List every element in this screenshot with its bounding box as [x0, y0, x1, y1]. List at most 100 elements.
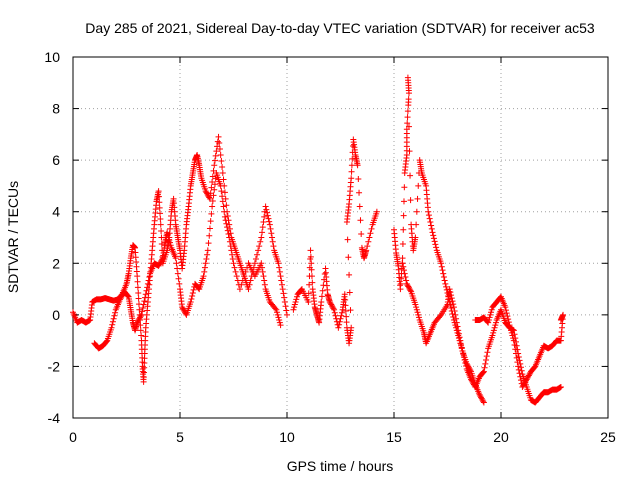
data-point-marker: [468, 377, 475, 384]
data-point-marker: [397, 280, 404, 287]
data-point-marker: [460, 350, 467, 357]
data-point-marker: [189, 292, 196, 299]
x-tick-label: 10: [279, 429, 295, 445]
data-point-marker: [124, 292, 131, 299]
data-point-marker: [282, 303, 289, 310]
data-point-marker: [415, 182, 422, 189]
data-point-marker: [460, 353, 467, 360]
data-point-marker: [480, 399, 487, 406]
data-point-marker: [318, 298, 325, 305]
data-point-marker: [438, 260, 445, 267]
data-point-marker: [221, 213, 228, 220]
data-point-marker: [405, 283, 412, 290]
data-point-marker: [281, 298, 288, 305]
data-point-marker: [398, 275, 405, 282]
data-point-marker: [278, 277, 285, 284]
data-point-marker: [400, 226, 407, 233]
x-axis-label: GPS time / hours: [287, 458, 394, 474]
data-point-marker: [343, 319, 350, 326]
data-point-marker: [257, 238, 264, 245]
data-point-marker: [455, 327, 462, 334]
data-point-marker: [356, 203, 363, 210]
data-point-marker: [222, 217, 229, 224]
data-point-marker: [228, 247, 235, 254]
data-point-marker: [229, 251, 236, 258]
data-point-marker: [224, 227, 231, 234]
data-point-marker: [203, 255, 210, 262]
data-point-marker: [356, 189, 363, 196]
data-point-marker: [452, 311, 459, 318]
data-point-marker: [401, 184, 408, 191]
data-point-marker: [412, 301, 419, 308]
data-point-marker: [308, 266, 315, 273]
data-point-marker: [442, 280, 449, 287]
data-point-marker: [222, 195, 229, 202]
data-point-marker: [406, 148, 413, 155]
data-point-marker: [453, 319, 460, 326]
data-point-marker: [265, 215, 272, 222]
data-point-marker: [251, 260, 258, 267]
data-point-marker: [134, 319, 141, 326]
data-point-marker: [336, 321, 343, 328]
data-point-marker: [208, 210, 215, 217]
data-point-marker: [522, 378, 529, 385]
data-point-marker: [221, 189, 228, 196]
data-point-marker: [502, 307, 509, 314]
data-point-marker: [261, 281, 268, 288]
data-point-marker: [357, 217, 364, 224]
data-point-marker: [266, 221, 273, 228]
y-tick-label: 10: [44, 49, 60, 65]
data-point-marker: [347, 307, 354, 314]
data-point-marker: [479, 396, 486, 403]
data-point-marker: [440, 270, 447, 277]
data-point-marker: [476, 391, 483, 398]
data-point-marker: [432, 241, 439, 248]
data-point-marker: [204, 251, 211, 258]
data-point-marker: [402, 274, 409, 281]
data-point-marker: [211, 157, 218, 164]
data-point-marker: [355, 176, 362, 183]
data-point-marker: [138, 311, 145, 318]
data-point-marker: [172, 255, 179, 262]
data-point-marker: [167, 239, 174, 246]
data-point-marker: [305, 290, 312, 297]
data-point-marker: [457, 337, 464, 344]
data-point-marker: [438, 263, 445, 270]
data-point-marker: [414, 309, 421, 316]
data-point-marker: [180, 306, 187, 313]
data-point-marker: [238, 281, 245, 288]
data-point-marker: [220, 203, 227, 210]
data-point-marker: [503, 310, 510, 317]
data-point-marker: [412, 234, 419, 241]
data-point-marker: [557, 384, 564, 391]
data-point-marker: [430, 232, 437, 239]
data-point-marker: [260, 219, 267, 226]
data-point-marker: [144, 280, 151, 287]
y-tick-label: 4: [52, 204, 60, 220]
data-point-marker: [524, 375, 531, 382]
data-point-marker: [267, 225, 274, 232]
data-point-marker: [258, 234, 265, 241]
data-point-marker: [363, 247, 370, 254]
chart-title: Day 285 of 2021, Sidereal Day-to-day VTE…: [85, 20, 595, 36]
data-point-marker: [483, 353, 490, 360]
data-point-marker: [433, 244, 440, 251]
data-point-marker: [404, 282, 411, 289]
data-point-marker: [232, 268, 239, 275]
data-point-marker: [413, 306, 420, 313]
data-point-marker: [211, 162, 218, 169]
data-point-marker: [252, 255, 259, 262]
data-point-marker: [217, 151, 224, 158]
data-point-marker: [140, 301, 147, 308]
data-point-marker: [109, 321, 116, 328]
data-point-marker: [216, 139, 223, 146]
data-point-marker: [505, 316, 512, 323]
data-point-marker: [200, 273, 207, 280]
data-point-marker: [176, 280, 183, 287]
data-point-marker: [214, 138, 221, 145]
data-point-marker: [400, 198, 407, 205]
data-point-marker: [227, 243, 234, 250]
data-point-marker: [454, 323, 461, 330]
data-point-marker: [307, 247, 314, 254]
data-point-marker: [449, 310, 456, 317]
